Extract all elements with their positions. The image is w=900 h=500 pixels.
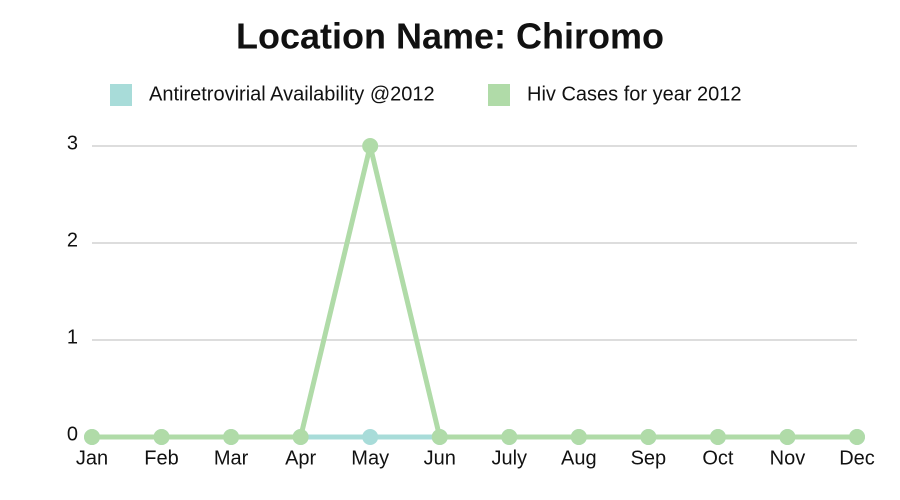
legend-swatch (488, 84, 510, 106)
point (431, 429, 448, 445)
x-tick-label: Apr (285, 447, 316, 469)
point (709, 429, 726, 445)
x-tick-label: Feb (144, 447, 178, 469)
x-tick-label: Sep (631, 447, 667, 469)
point (153, 429, 170, 445)
point (849, 429, 865, 445)
y-tick-label: 2 (67, 229, 78, 251)
point (362, 138, 379, 154)
x-tick-label: Dec (839, 447, 875, 469)
legend-label: Hiv Cases for year 2012 (527, 83, 742, 105)
y-tick-label: 0 (67, 423, 78, 445)
x-tick-label: July (491, 447, 527, 469)
x-tick-label: Aug (561, 447, 597, 469)
chart-title: Location Name: Chiromo (236, 16, 664, 57)
x-tick-label: Oct (702, 447, 734, 469)
point (570, 429, 587, 445)
point (84, 429, 100, 445)
point (779, 429, 796, 445)
x-tick-label: Nov (770, 447, 806, 469)
x-tick-label: Jan (76, 447, 108, 469)
y-tick-label: 1 (67, 326, 78, 348)
point (501, 429, 518, 445)
legend-label: Antiretrovirial Availability @2012 (149, 83, 435, 105)
point (640, 429, 657, 445)
y-tick-label: 3 (67, 132, 78, 154)
point (223, 429, 240, 445)
point (292, 429, 309, 445)
point (362, 429, 379, 445)
x-tick-label: Mar (214, 447, 249, 469)
x-tick-label: May (351, 447, 389, 469)
series-line (92, 143, 857, 440)
legend-swatch (110, 84, 132, 106)
x-tick-label: Jun (424, 447, 456, 469)
